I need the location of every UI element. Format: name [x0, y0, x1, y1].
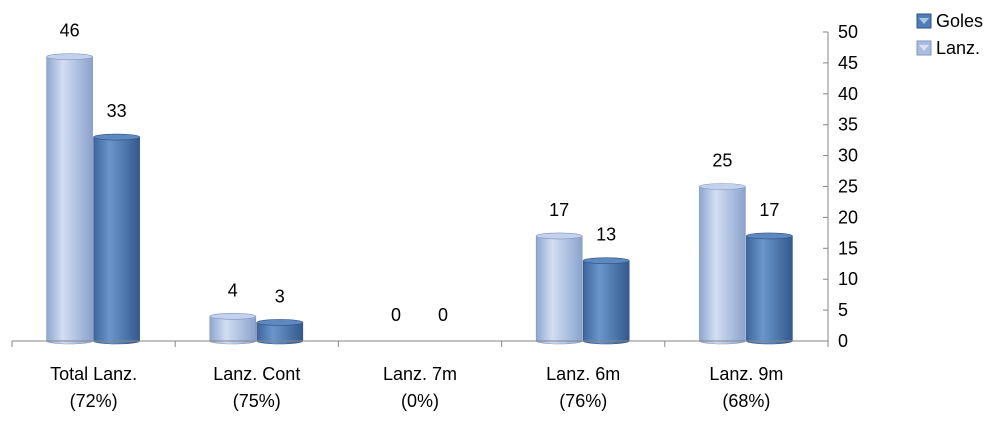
legend-label-goles: Goles: [936, 11, 983, 31]
legend-item-goles: Goles: [916, 11, 983, 31]
bar-lanz-3: [535, 232, 583, 345]
data-label-goles-2: 0: [438, 305, 448, 325]
data-label-lanz-0: 46: [60, 21, 80, 41]
bar-lanz-1: [209, 312, 257, 345]
axes-layer: Total Lanz. (72%) Lanz. Cont (75%) Lanz. 7m(…: [11, 22, 858, 411]
category-label-4: Lanz. 9m (68%): [709, 364, 783, 411]
y-tick-label: 30: [838, 146, 858, 166]
bar-goles-4: [746, 232, 793, 345]
y-tick-label: 25: [838, 177, 858, 197]
bar-lanz-4: [699, 183, 746, 345]
legend-swatch-bevel: [919, 18, 929, 24]
data-label-goles-1: 3: [275, 286, 285, 306]
data-label-goles-3: 13: [596, 225, 616, 245]
bars-layer: [46, 53, 793, 345]
category-label-0: Total Lanz. (72%): [50, 364, 137, 411]
y-tick-label: 50: [838, 22, 858, 42]
y-tick-label: 10: [838, 269, 858, 289]
data-label-goles-4: 17: [759, 200, 779, 220]
data-label-goles-0: 33: [107, 101, 127, 121]
bar-goles-1: [256, 319, 304, 345]
bar-goles-3: [582, 257, 630, 345]
category-label-2: Lanz. 7m (0%): [383, 364, 457, 411]
y-tick-label: 35: [838, 115, 858, 135]
category-label-3: Lanz. 6m (76%): [546, 364, 620, 411]
data-labels-layer: 46 33 4 3 0 0 17 13 25 17: [60, 21, 780, 325]
bar-goles-0: [93, 133, 140, 345]
y-tick-label: 15: [838, 238, 858, 258]
y-tick-label: 5: [838, 300, 848, 320]
data-label-lanz-4: 25: [712, 151, 732, 171]
legend-item-lanz: Lanz.: [916, 38, 980, 58]
category-label-1: Lanz. Cont (75%): [213, 364, 300, 411]
y-tick-label: 20: [838, 207, 858, 227]
data-label-lanz-2: 0: [391, 305, 401, 325]
y-tick-label: 0: [838, 331, 848, 351]
legend-swatch-bevel: [919, 45, 929, 51]
y-tick-label: 45: [838, 53, 858, 73]
y-tick-label: 40: [838, 84, 858, 104]
legend: Goles Lanz.: [916, 11, 983, 58]
data-label-lanz-3: 17: [549, 200, 569, 220]
legend-label-lanz: Lanz.: [936, 38, 980, 58]
data-label-lanz-1: 4: [228, 280, 238, 300]
bar-lanz-0: [46, 53, 93, 345]
